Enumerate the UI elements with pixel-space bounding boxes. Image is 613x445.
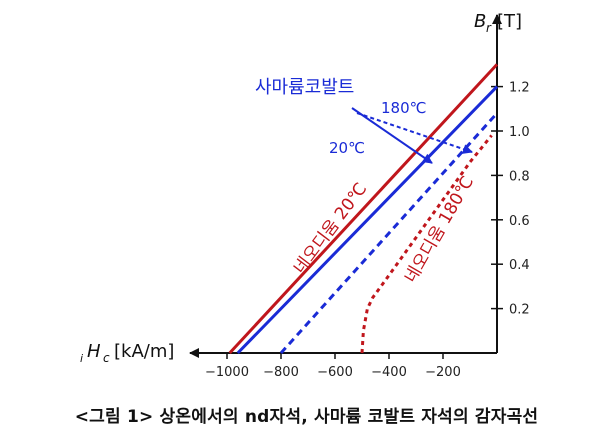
- x-axis-title-prefix: i: [80, 352, 83, 365]
- x-axis-title-unit: [kA/m]: [114, 341, 174, 362]
- y-tick-label: 0.8: [509, 169, 530, 184]
- series-line-smco-20c: [236, 85, 499, 355]
- smco-180-label: 180℃: [381, 99, 426, 117]
- nd-180-label: 네오디움 180℃: [401, 173, 478, 287]
- x-axis-title-sub: c: [103, 351, 110, 365]
- smco-180-pointer: [356, 112, 473, 154]
- y-tick-label: 0.4: [509, 258, 530, 273]
- series-line-smco-180c: [279, 112, 499, 355]
- smco-20-label: 20℃: [329, 139, 365, 157]
- series-group: [228, 63, 499, 355]
- figure-caption: <그림 1> 상온에서의 nd자석, 사마륨 코발트 자석의 감자곡선: [74, 407, 539, 427]
- y-axis-title-sub: r: [486, 21, 492, 35]
- x-tick-label: −1000: [205, 365, 249, 380]
- y-tick-label: 1.0: [509, 125, 530, 140]
- y-axis-title-unit: [T]: [497, 11, 522, 32]
- y-tick-label: 0.2: [509, 303, 530, 318]
- y-tick-label: 1.2: [509, 81, 530, 96]
- smco-label: 사마륨코발트: [255, 77, 354, 98]
- x-ticks: −1000 −800 −600 −400 −200: [205, 353, 461, 380]
- x-tick-label: −400: [371, 365, 407, 380]
- smco-20-pointer: [351, 107, 433, 164]
- x-tick-label: −200: [425, 365, 461, 380]
- y-ticks: 0.2 0.4 0.6 0.8 1.0 1.2: [491, 81, 530, 318]
- y-tick-label: 0.6: [509, 214, 530, 229]
- x-tick-label: −800: [263, 365, 299, 380]
- series-line-nd-20c: [228, 63, 499, 355]
- y-axis-title-main: B: [474, 11, 486, 32]
- x-tick-label: −600: [317, 365, 353, 380]
- x-axis-title-main: H: [87, 341, 101, 362]
- series-line-nd-180c: [360, 134, 493, 354]
